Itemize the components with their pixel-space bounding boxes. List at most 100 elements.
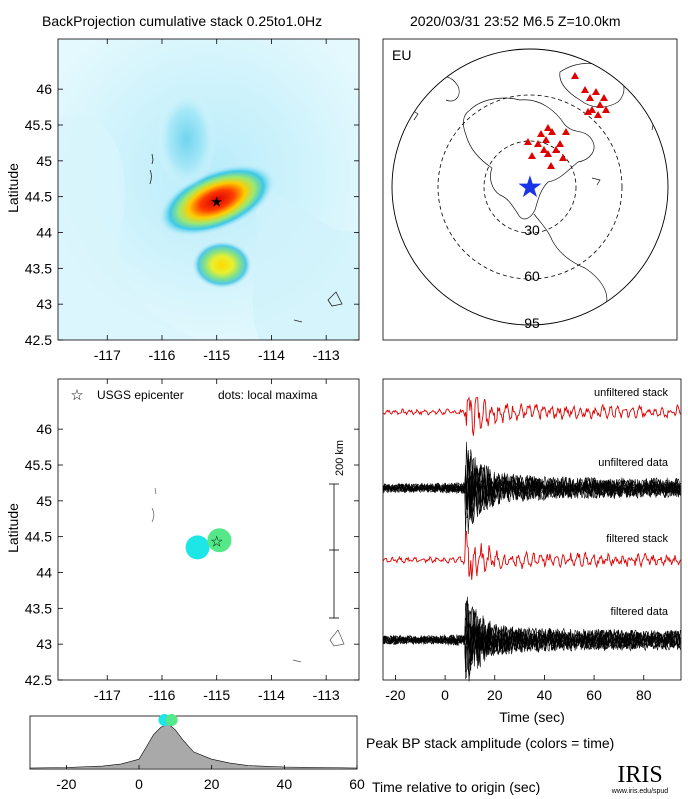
x-tick-label: -113: [313, 347, 340, 363]
station-triangle: [592, 88, 600, 95]
station-triangle: [534, 140, 542, 147]
y-tick-label: 44: [36, 565, 52, 581]
y-tick-label: 45.5: [25, 457, 52, 473]
ring-label-30: 30: [524, 222, 540, 238]
trace-filtered-data: [382, 610, 681, 666]
x-tick-label: 20: [204, 776, 220, 792]
x-tick-label: 40: [277, 776, 293, 792]
backprojection-heatmap: -117 -116 -115 -114 -113 46 45.5 45 44.5 44 43.5 43…: [5, 38, 360, 363]
coastline: [327, 291, 343, 307]
peak-area: [29, 723, 358, 770]
peak-caption: Peak BP stack amplitude (colors = time): [366, 735, 614, 751]
coastline: [293, 319, 303, 323]
local-maximum-dot: [207, 528, 232, 553]
heatmap-frame: [57, 38, 360, 341]
coastline: [329, 629, 345, 647]
station-triangle: [528, 152, 536, 159]
trace-unfiltered-stack: [382, 396, 681, 436]
trace-label-unfiltered-data: unfiltered data: [598, 457, 669, 469]
trace-filtered-data: [382, 608, 681, 682]
ring-label-95: 95: [524, 315, 540, 331]
local-maxima-map: -117 -116 -115 -114 -113 46 45.5 45 44.5 44 43.5 43…: [5, 378, 360, 703]
maxima-points: ☆: [185, 528, 232, 560]
heatmap-peaks: [156, 89, 276, 289]
legend-epicenter: USGS epicenter: [97, 388, 184, 402]
range-ring-30: [483, 140, 577, 234]
x-tick-label: -114: [258, 687, 285, 703]
coast-island: [591, 177, 601, 186]
x-tick-label: -20: [56, 776, 76, 792]
heatmap-low-lobe: [250, 180, 359, 340]
time-caption: Time relative to origin (sec): [372, 779, 540, 795]
station-triangle: [552, 146, 560, 153]
event-info: 2020/03/31 23:52 M6.5 Z=10.0km: [410, 13, 621, 29]
x-tick-label: -117: [94, 347, 121, 363]
trace-unfiltered-data: [382, 458, 681, 517]
globe-outline: [391, 48, 669, 326]
x-tick-label: 0: [135, 776, 143, 792]
x-tick-label: 80: [636, 687, 652, 703]
y-tick-label: 43: [36, 636, 52, 652]
x-tick-label: 40: [537, 687, 553, 703]
coastline: [292, 659, 302, 663]
epicenter-star: ★: [210, 193, 223, 209]
trace-label-filtered-data: filtered data: [611, 606, 669, 618]
maxima-ylabel: Latitude: [5, 503, 21, 553]
station-triangle: [537, 130, 545, 137]
trace-filtered-stack: [382, 530, 681, 580]
x-tick-label: -116: [148, 687, 175, 703]
station-triangle: [544, 124, 552, 131]
y-tick-label: 44.5: [25, 189, 52, 205]
waveform-panel: -20 0 20 40 60 80 unfiltered stack unfiltered…: [382, 378, 682, 725]
y-tick-label: 46: [36, 81, 52, 97]
station-triangle: [584, 108, 592, 115]
scale-label: 200 km: [334, 440, 346, 476]
x-tick-label: -115: [203, 347, 230, 363]
y-tick-label: 45.5: [25, 117, 52, 133]
epicenter-star-outline: ☆: [210, 533, 223, 550]
coastline: [151, 153, 154, 165]
trace-label-filtered-stack: filtered stack: [606, 533, 668, 545]
station-triangle: [544, 150, 552, 157]
x-tick-label: -114: [258, 347, 285, 363]
coast-north-america: [463, 97, 595, 220]
station-triangle: [524, 138, 532, 145]
globe-network-label: EU: [392, 47, 411, 63]
trace-unfiltered-data: [382, 456, 681, 523]
heatmap-axes: -117 -116 -115 -114 -113 46 45.5 45 44.5 44 43.5 43…: [25, 39, 359, 363]
peak-markers: [158, 714, 178, 726]
heatmap-peak: [192, 240, 253, 289]
coastline: [154, 487, 157, 495]
station-triangle: [547, 162, 555, 169]
station-triangle: [602, 106, 610, 113]
figure-title: BackProjection cumulative stack 0.25to1.…: [42, 13, 322, 29]
peak-axes: -20 0 20 40 60: [56, 765, 365, 792]
range-ring-60: [437, 94, 623, 280]
station-triangles: [524, 72, 610, 169]
y-tick-label: 45: [36, 153, 52, 169]
maxima-frame: [57, 378, 360, 681]
y-tick-label: 42.5: [25, 332, 52, 348]
globe-epicenter-star: ★: [517, 171, 544, 204]
x-tick-label: -116: [148, 347, 175, 363]
x-tick-label: -115: [203, 687, 230, 703]
x-tick-label: -117: [94, 687, 121, 703]
waveform-xlabel: Time (sec): [499, 709, 565, 725]
legend-dots: dots: local maxima: [218, 388, 318, 402]
station-globe: ★ EU 30 60 95: [382, 38, 678, 341]
waveform-traces: [382, 396, 681, 682]
waveform-axes: -20 0 20 40 60 80: [385, 675, 652, 703]
y-tick-label: 43.5: [25, 600, 52, 616]
coastline: [149, 169, 152, 185]
station-triangle: [542, 136, 550, 143]
x-tick-label: -113: [313, 687, 340, 703]
station-triangle: [594, 111, 602, 118]
station-triangle: [540, 146, 548, 153]
x-tick-label: 20: [487, 687, 503, 703]
heatmap-peak: [156, 89, 217, 190]
scale-bar: 200 km: [329, 440, 346, 619]
local-maximum-dot: [185, 535, 210, 560]
station-triangle: [596, 101, 604, 108]
